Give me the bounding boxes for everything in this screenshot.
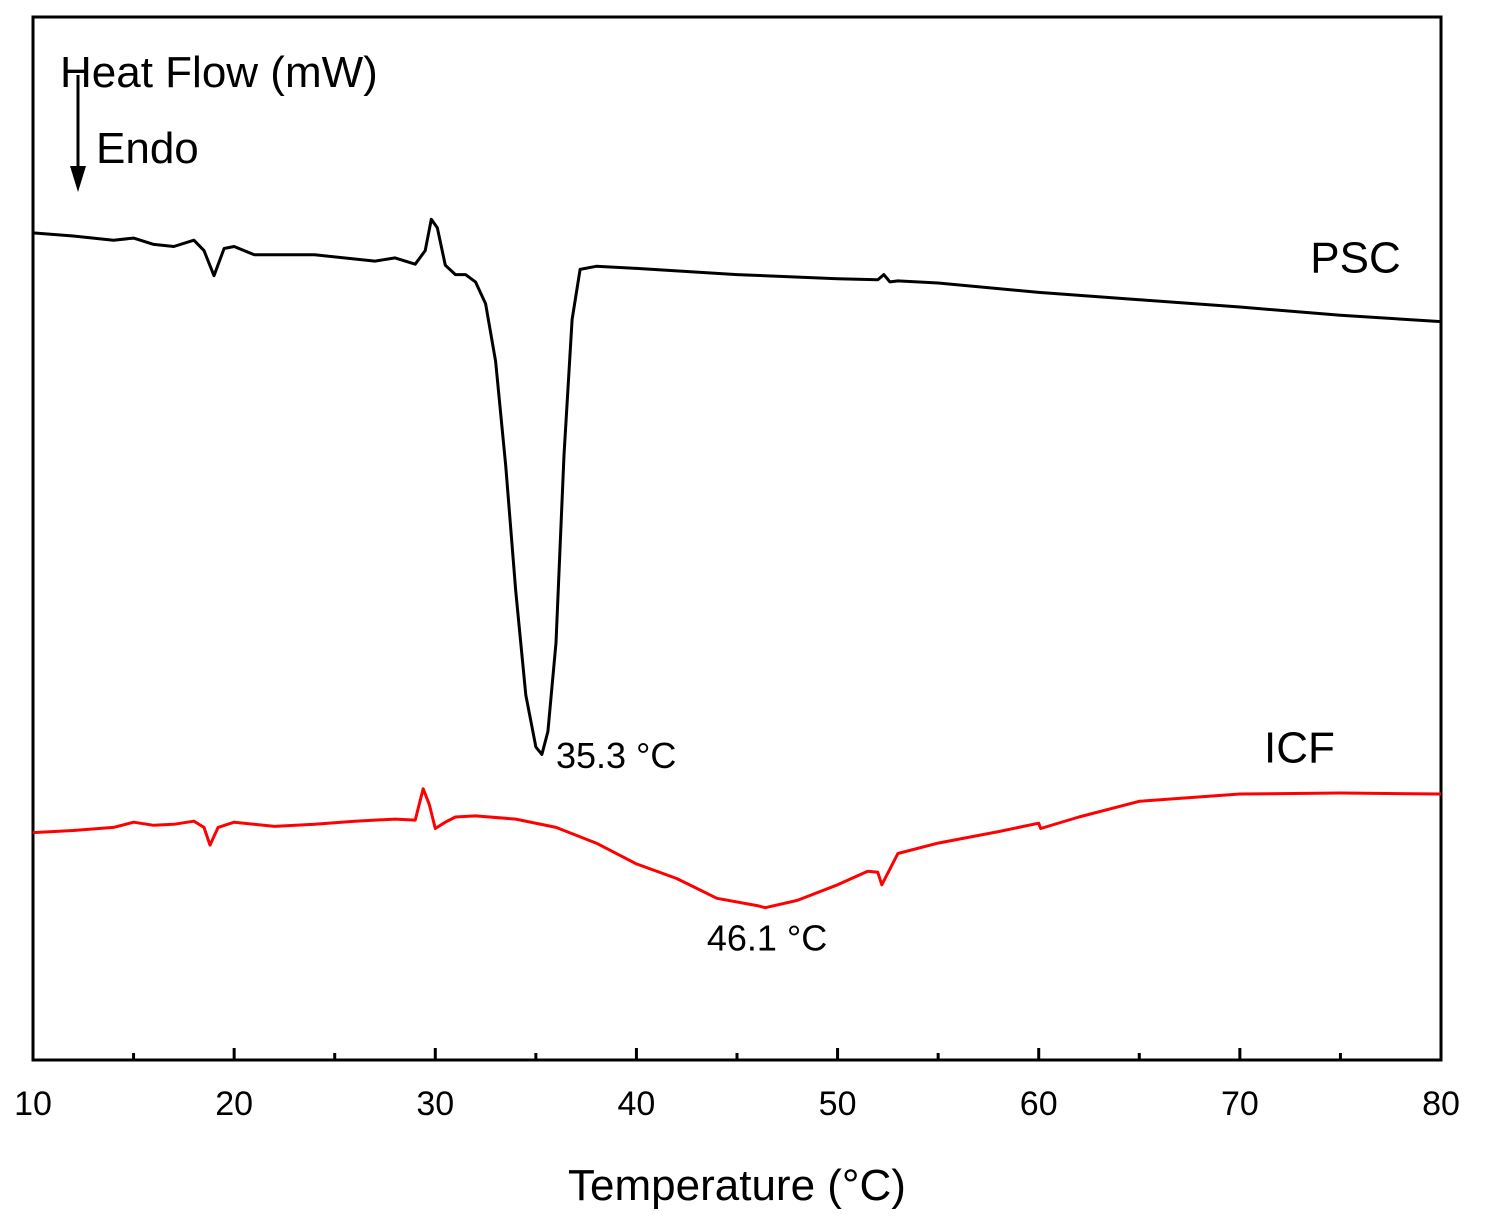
series-line-icf [32, 787, 1442, 910]
x-tick-label: 10 [14, 1085, 52, 1123]
x-tick-label: 40 [618, 1085, 656, 1123]
peak-annotation-icf: 46.1 °C [707, 917, 827, 958]
series-label-psc: PSC [1310, 234, 1400, 283]
x-tick-label: 30 [416, 1085, 454, 1123]
x-tick-label: 60 [1020, 1085, 1058, 1123]
y-axis-title: Heat Flow (mW) [60, 48, 378, 97]
series-label-icf: ICF [1264, 724, 1335, 773]
peak-annotation-psc: 35.3 °C [556, 735, 676, 776]
endo-arrow-icon [70, 75, 86, 192]
plot-area-frame [31, 15, 1443, 1062]
series-line-psc [32, 217, 1442, 756]
x-tick-label: 70 [1221, 1085, 1259, 1123]
endo-label: Endo [96, 124, 199, 173]
x-axis-title: Temperature (°C) [568, 1161, 906, 1210]
x-tick-label: 50 [819, 1085, 857, 1123]
x-axis-tick-labels: 10 20 30 40 50 60 70 80 [14, 1085, 1460, 1123]
x-axis-ticks [31, 1048, 1443, 1060]
x-tick-label: 80 [1422, 1085, 1460, 1123]
x-tick-label: 20 [215, 1085, 253, 1123]
